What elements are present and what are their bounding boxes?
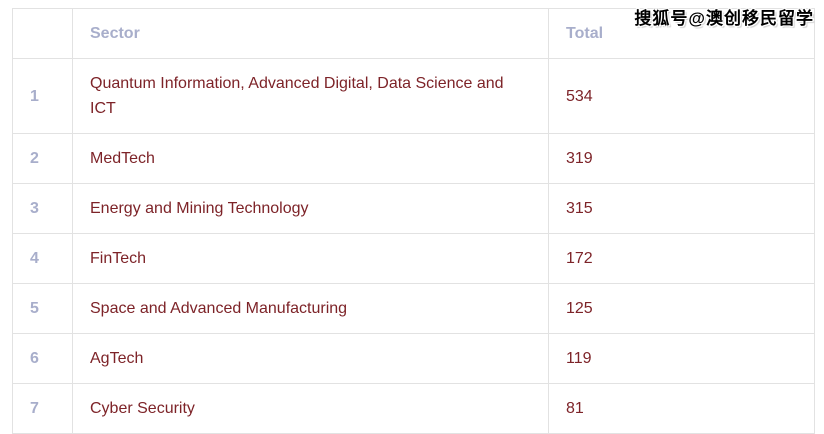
table-row: 5 Space and Advanced Manufacturing 125 <box>12 283 815 334</box>
sector-totals-table: Sector Total 1 Quantum Information, Adva… <box>12 8 815 434</box>
total-cell: 81 <box>548 383 815 434</box>
sector-cell: Cyber Security <box>72 383 549 434</box>
table-row: 1 Quantum Information, Advanced Digital,… <box>12 58 815 134</box>
rank-cell: 6 <box>12 333 73 384</box>
sector-cell: Quantum Information, Advanced Digital, D… <box>72 58 549 134</box>
total-cell: 315 <box>548 183 815 234</box>
total-cell: 172 <box>548 233 815 284</box>
total-cell: 119 <box>548 333 815 384</box>
table-row: 7 Cyber Security 81 <box>12 383 815 434</box>
total-cell: 319 <box>548 133 815 184</box>
table-row: 3 Energy and Mining Technology 315 <box>12 183 815 234</box>
header-rank <box>12 8 73 59</box>
header-sector: Sector <box>72 8 549 59</box>
header-total: Total <box>548 8 815 59</box>
total-cell: 534 <box>548 58 815 134</box>
rank-cell: 5 <box>12 283 73 334</box>
sector-cell: AgTech <box>72 333 549 384</box>
rank-cell: 2 <box>12 133 73 184</box>
rank-cell: 4 <box>12 233 73 284</box>
rank-cell: 7 <box>12 383 73 434</box>
sector-cell: Energy and Mining Technology <box>72 183 549 234</box>
table-row: 6 AgTech 119 <box>12 333 815 384</box>
sector-cell: Space and Advanced Manufacturing <box>72 283 549 334</box>
sector-cell: FinTech <box>72 233 549 284</box>
sohu-watermark-text: 搜狐号@澳创移民留学 <box>634 9 814 28</box>
rank-cell: 3 <box>12 183 73 234</box>
sector-cell: MedTech <box>72 133 549 184</box>
table-row: 4 FinTech 172 <box>12 233 815 284</box>
table-row: 2 MedTech 319 <box>12 133 815 184</box>
total-cell: 125 <box>548 283 815 334</box>
rank-cell: 1 <box>12 58 73 134</box>
